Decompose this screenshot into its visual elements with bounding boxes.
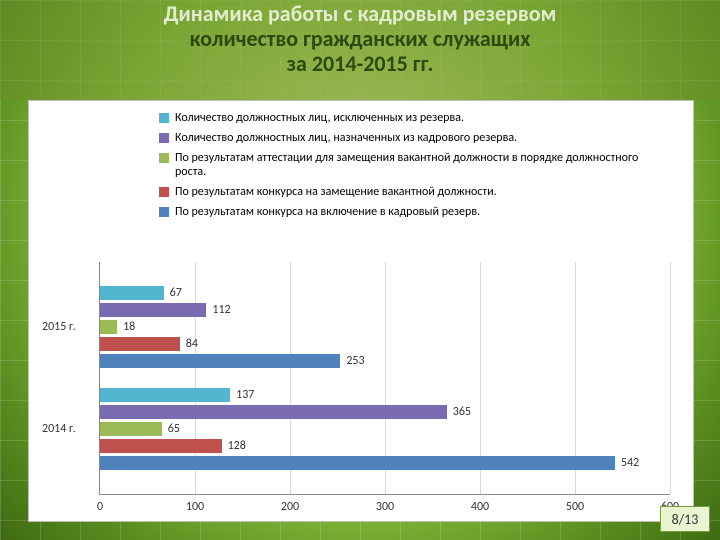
legend-label: Количество должностных лиц, назначенных …: [175, 131, 517, 145]
legend-item: По результатам конкурса на включение в к…: [159, 205, 683, 219]
legend-swatch: [159, 187, 169, 197]
legend-label: По результатам конкурса на включение в к…: [175, 205, 480, 219]
chart-plot-area: 01002003004005006002015 г.67112188425320…: [99, 262, 670, 495]
bar: [100, 439, 222, 453]
x-tick-label: 200: [281, 500, 299, 514]
y-category-label: 2014 г.: [42, 422, 76, 436]
bar: [100, 320, 117, 334]
legend-swatch: [159, 113, 169, 123]
bar-value-label: 365: [453, 405, 471, 419]
page-indicator-text: 8/13: [672, 511, 699, 528]
x-tick-label: 0: [97, 500, 103, 514]
chart-panel: Количество должностных лиц, исключенных …: [28, 100, 694, 522]
x-tick-label: 500: [566, 500, 584, 514]
bar: [100, 388, 230, 402]
bar-value-label: 18: [123, 320, 135, 334]
y-category-label: 2015 г.: [42, 320, 76, 334]
legend-label: По результатам аттестации для замещения …: [175, 151, 645, 179]
legend-swatch: [159, 207, 169, 217]
bar: [100, 422, 162, 436]
bar-value-label: 67: [170, 286, 182, 300]
bar: [100, 286, 164, 300]
bar-value-label: 137: [236, 388, 254, 402]
bar: [100, 405, 447, 419]
slide-title: Динамика работы с кадровым резервом коли…: [0, 0, 720, 100]
title-line-1: Динамика работы с кадровым резервом: [0, 0, 720, 27]
page-indicator: 8/13: [660, 506, 710, 532]
title-line-2: количество гражданских служащих: [0, 25, 720, 52]
legend-item: Количество должностных лиц, назначенных …: [159, 131, 683, 145]
x-tick-label: 100: [186, 500, 204, 514]
gridline: [670, 262, 671, 494]
bar-value-label: 253: [346, 354, 364, 368]
legend-swatch: [159, 153, 169, 163]
chart-legend: Количество должностных лиц, исключенных …: [29, 101, 693, 231]
x-tick-label: 400: [471, 500, 489, 514]
bar: [100, 303, 206, 317]
bar-value-label: 65: [168, 422, 180, 436]
bar: [100, 354, 340, 368]
bar-value-label: 112: [212, 303, 230, 317]
legend-swatch: [159, 133, 169, 143]
bar-value-label: 542: [621, 456, 639, 470]
legend-item: По результатам конкурса на замещение вак…: [159, 185, 683, 199]
x-tick-label: 300: [376, 500, 394, 514]
bar-value-label: 84: [186, 337, 198, 351]
legend-item: Количество должностных лиц, исключенных …: [159, 111, 683, 125]
title-line-3: за 2014-2015 гг.: [0, 50, 720, 77]
bar: [100, 456, 615, 470]
bar: [100, 337, 180, 351]
legend-label: По результатам конкурса на замещение вак…: [175, 185, 497, 199]
legend-label: Количество должностных лиц, исключенных …: [175, 111, 464, 125]
bar-value-label: 128: [228, 439, 246, 453]
legend-item: По результатам аттестации для замещения …: [159, 151, 683, 179]
